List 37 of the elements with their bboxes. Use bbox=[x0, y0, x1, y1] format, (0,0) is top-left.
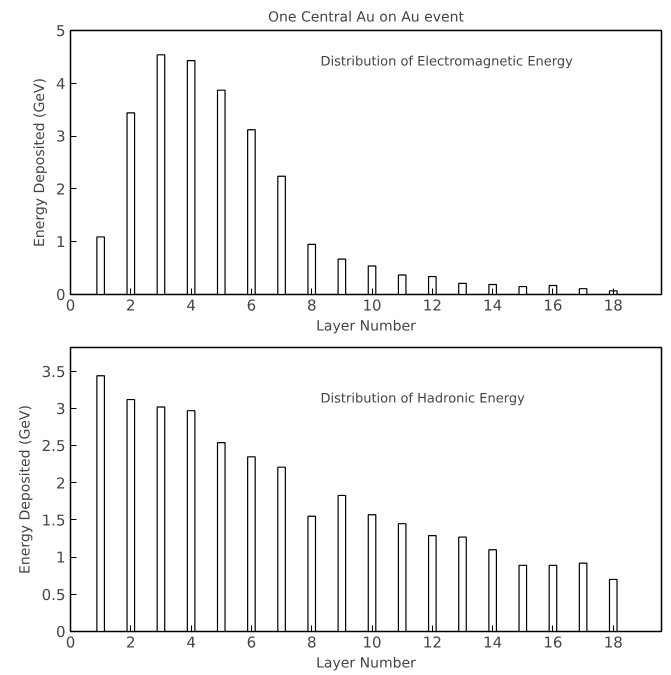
x-tick-label: 18 bbox=[604, 634, 623, 652]
y-tick-label: 3 bbox=[56, 400, 66, 418]
x-axis-title: Layer Number bbox=[316, 656, 416, 672]
chart-title: One Central Au on Au event bbox=[268, 10, 464, 26]
y-tick-label: 2 bbox=[56, 474, 66, 492]
y-tick-label: 1 bbox=[56, 233, 66, 252]
y-tick-label: 1 bbox=[56, 548, 66, 567]
x-tick-label: 4 bbox=[186, 296, 196, 314]
x-tick-label: 12 bbox=[422, 296, 442, 314]
x-tick-label: 10 bbox=[362, 296, 382, 314]
y-tick-label: 4 bbox=[56, 74, 66, 93]
x-tick-label: 4 bbox=[186, 634, 196, 652]
x-tick-label: 16 bbox=[543, 296, 562, 314]
x-tick-label: 6 bbox=[246, 296, 256, 314]
x-tick-label: 16 bbox=[543, 634, 562, 652]
y-tick-label: 0.5 bbox=[42, 586, 66, 604]
x-axis-title: Layer Number bbox=[316, 318, 416, 334]
y-tick-label: 5 bbox=[56, 22, 66, 40]
x-tick-label: 2 bbox=[126, 634, 136, 652]
x-tick-label: 14 bbox=[483, 296, 502, 314]
y-axis-title: Energy Deposited (GeV) bbox=[18, 405, 34, 574]
y-tick-label: 3 bbox=[56, 128, 66, 146]
x-tick-label: 6 bbox=[246, 634, 256, 652]
annotation: Distribution of Hadronic Energy bbox=[320, 392, 526, 406]
x-tick-label: 12 bbox=[422, 634, 442, 652]
x-tick-label: 8 bbox=[306, 634, 316, 652]
y-tick-label: 3.5 bbox=[42, 362, 66, 381]
x-tick-label: 8 bbox=[306, 296, 316, 314]
annotation: Distribution of Electromagnetic Energy bbox=[320, 54, 574, 70]
y-tick-label: 1.5 bbox=[42, 511, 66, 530]
y-tick-label: 2.5 bbox=[42, 437, 66, 456]
x-tick-label: 14 bbox=[483, 634, 502, 652]
x-tick-label: 18 bbox=[604, 296, 623, 314]
y-axis-title: Energy Deposited (GeV) bbox=[32, 78, 48, 247]
y-tick-label: 2 bbox=[56, 180, 66, 198]
x-tick-label: 2 bbox=[126, 296, 136, 314]
x-tick-label: 10 bbox=[362, 634, 382, 652]
